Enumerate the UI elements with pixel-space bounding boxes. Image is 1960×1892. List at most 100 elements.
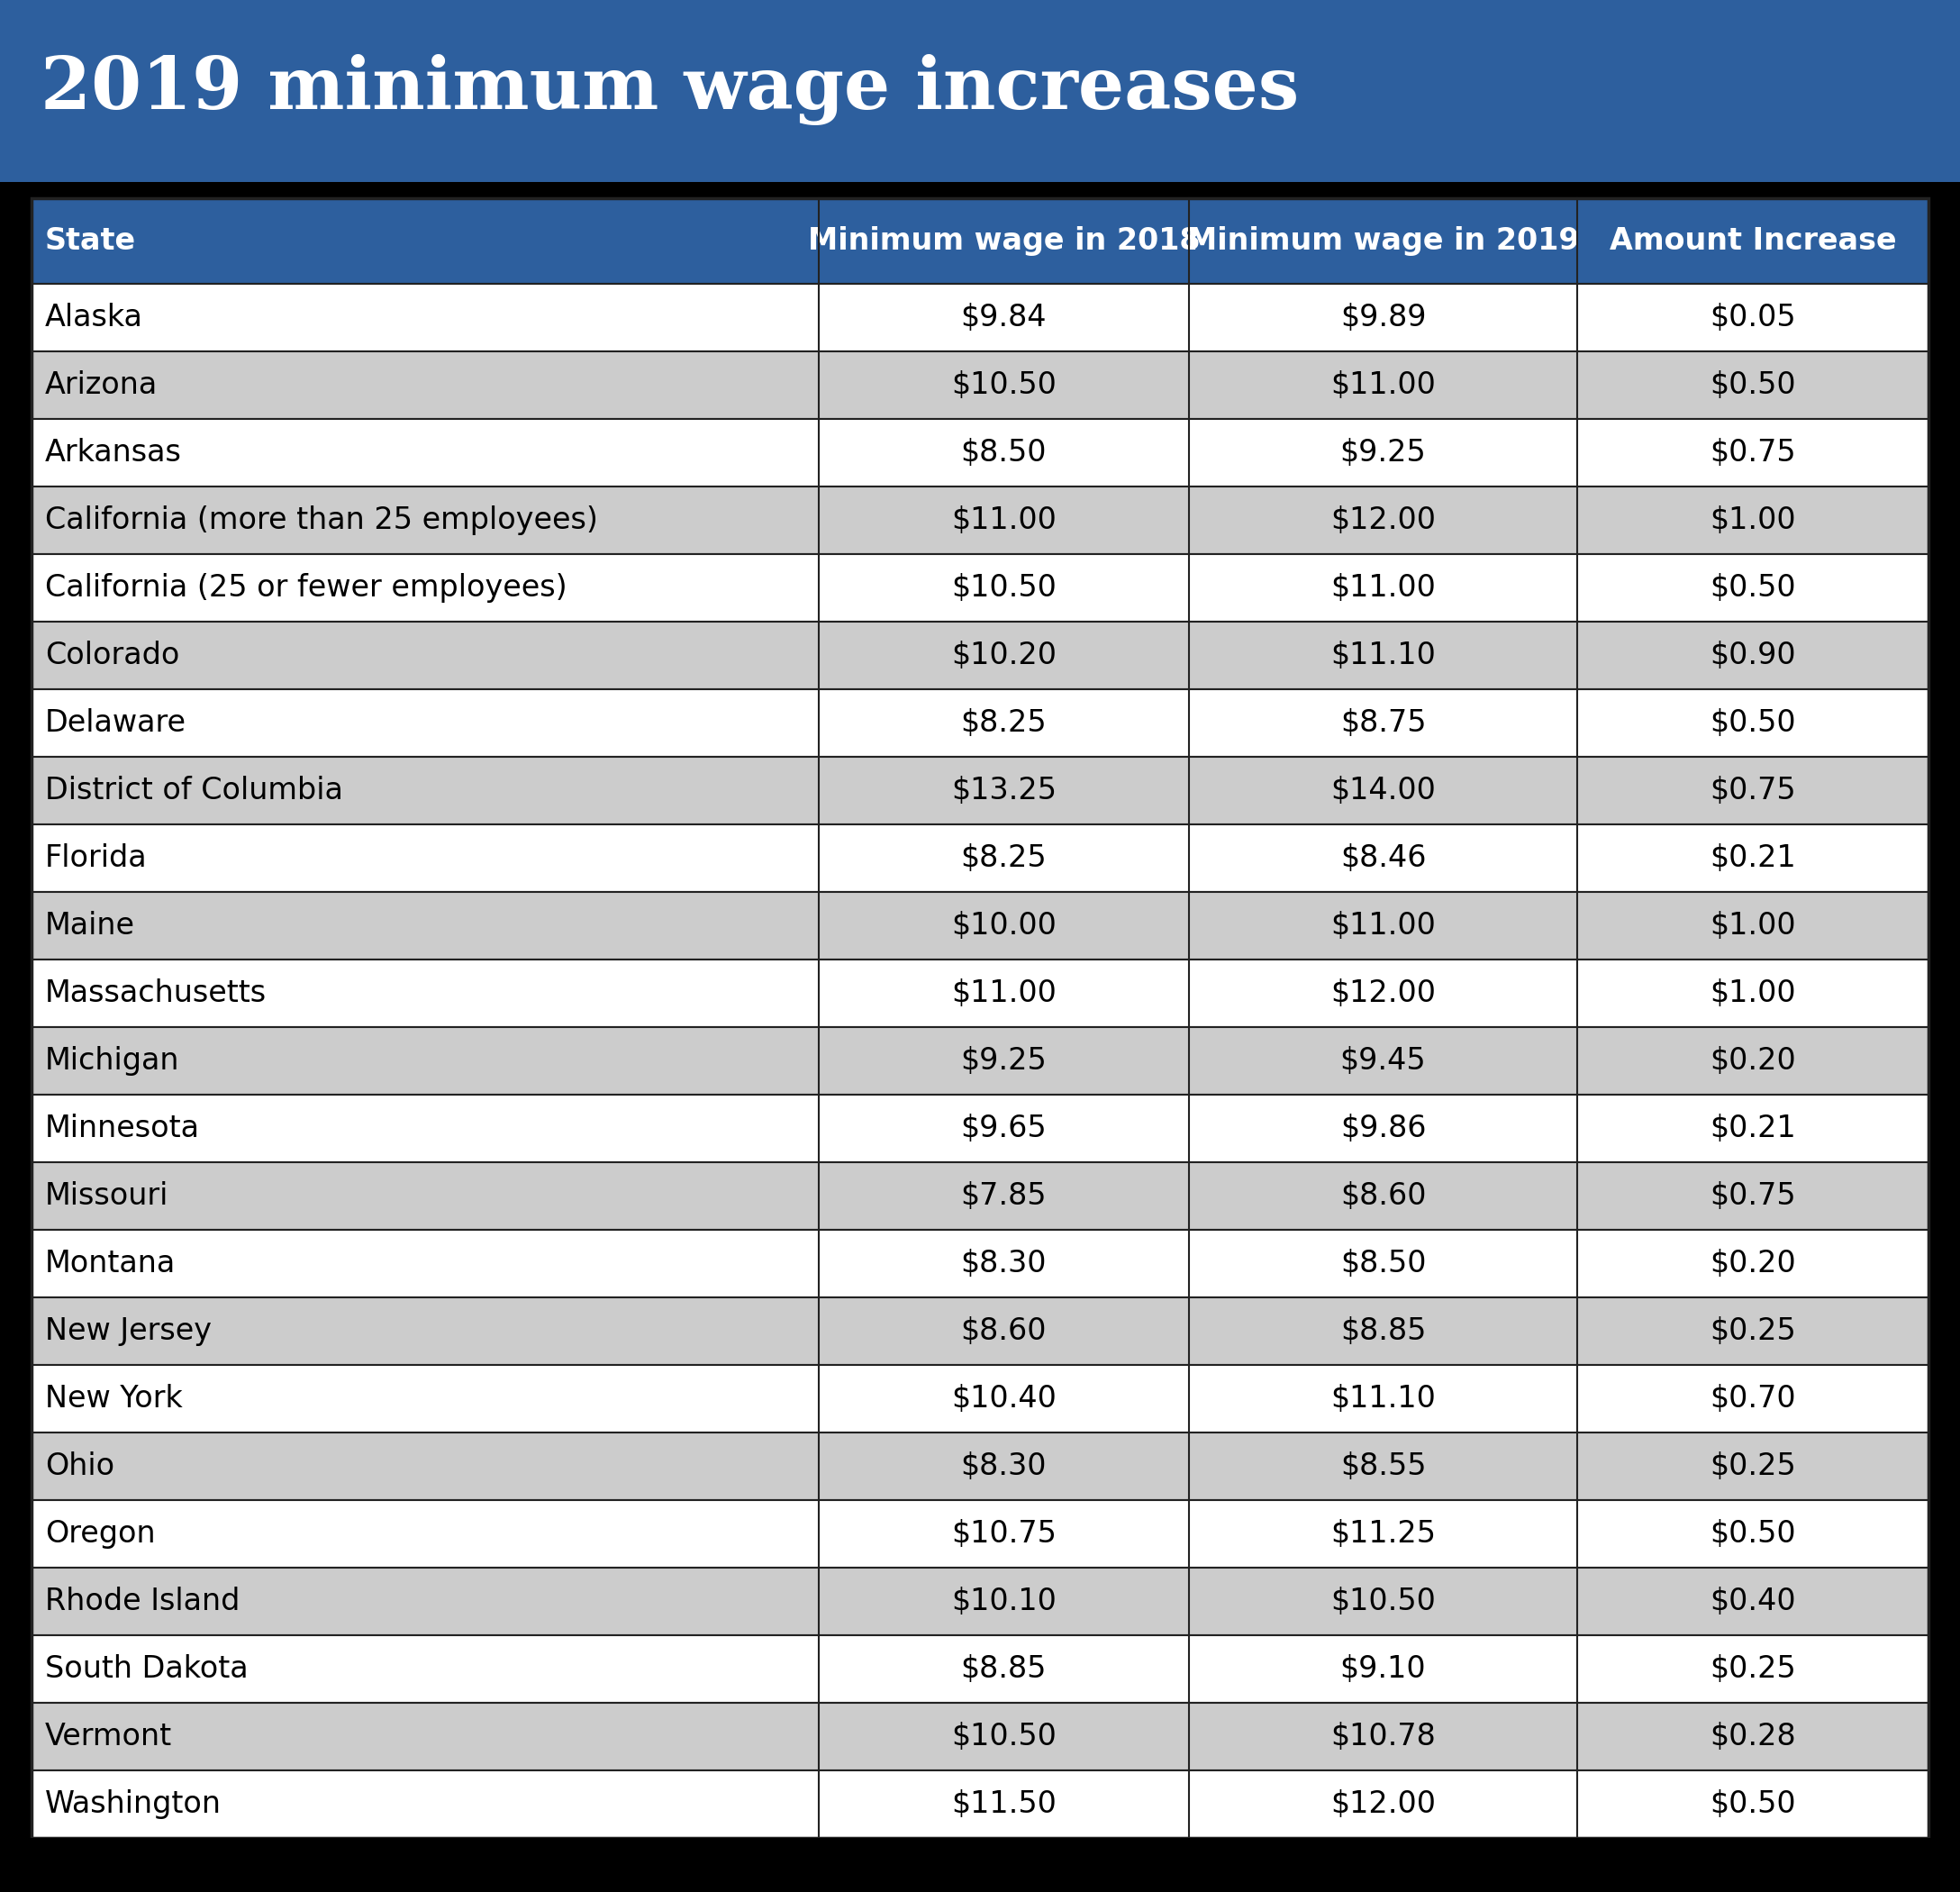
Text: Minnesota: Minnesota	[45, 1114, 200, 1143]
Text: $10.50: $10.50	[951, 573, 1056, 604]
Text: Missouri: Missouri	[45, 1181, 169, 1211]
Text: $9.84: $9.84	[960, 303, 1047, 333]
Bar	[31, 554, 1929, 622]
Text: $0.75: $0.75	[1709, 1181, 1795, 1211]
Text: $8.55: $8.55	[1341, 1451, 1427, 1481]
Text: $0.50: $0.50	[1709, 573, 1795, 604]
Text: $0.25: $0.25	[1709, 1451, 1795, 1481]
Text: California (more than 25 employees): California (more than 25 employees)	[45, 505, 598, 535]
Text: New Jersey: New Jersey	[45, 1317, 212, 1345]
Text: New York: New York	[45, 1383, 182, 1413]
Bar	[31, 1432, 1929, 1500]
Bar	[31, 1230, 1929, 1298]
Bar	[31, 199, 1929, 284]
Text: $0.50: $0.50	[1709, 371, 1795, 399]
Text: $11.00: $11.00	[951, 505, 1056, 535]
Text: Vermont: Vermont	[45, 1722, 172, 1752]
Text: $7.85: $7.85	[960, 1181, 1047, 1211]
Text: $8.85: $8.85	[1341, 1317, 1427, 1345]
Text: District of Columbia: District of Columbia	[45, 776, 343, 806]
Text: Minimum wage in 2019: Minimum wage in 2019	[1188, 227, 1580, 255]
Text: $0.05: $0.05	[1709, 303, 1795, 333]
Bar	[31, 1027, 1929, 1095]
Text: $8.85: $8.85	[960, 1654, 1047, 1684]
Text: California (25 or fewer employees): California (25 or fewer employees)	[45, 573, 566, 604]
Bar	[31, 486, 1929, 554]
Bar	[31, 1364, 1929, 1432]
Text: $11.00: $11.00	[1331, 910, 1437, 940]
Text: $10.75: $10.75	[951, 1519, 1056, 1550]
Bar	[31, 622, 1929, 689]
Bar	[31, 1162, 1929, 1230]
Bar	[31, 1703, 1929, 1771]
Text: $0.50: $0.50	[1709, 708, 1795, 738]
Bar	[31, 1635, 1929, 1703]
Text: $8.25: $8.25	[960, 844, 1047, 872]
Text: $1.00: $1.00	[1709, 978, 1795, 1008]
Bar	[31, 284, 1929, 352]
Text: $10.40: $10.40	[951, 1383, 1056, 1413]
Bar	[31, 199, 1929, 1837]
Text: $11.25: $11.25	[1331, 1519, 1437, 1550]
Text: Maine: Maine	[45, 910, 135, 940]
Text: Rhode Island: Rhode Island	[45, 1587, 239, 1616]
Bar	[0, 1837, 1960, 1892]
Text: $0.75: $0.75	[1709, 437, 1795, 467]
Text: $10.50: $10.50	[1331, 1587, 1437, 1616]
Bar	[31, 1500, 1929, 1568]
Text: Delaware: Delaware	[45, 708, 186, 738]
Bar	[31, 352, 1929, 418]
Text: $0.75: $0.75	[1709, 776, 1795, 806]
Bar	[0, 0, 1960, 182]
Text: $11.00: $11.00	[951, 978, 1056, 1008]
Text: Arkansas: Arkansas	[45, 437, 182, 467]
Text: $12.00: $12.00	[1331, 505, 1437, 535]
Text: $9.25: $9.25	[960, 1046, 1047, 1077]
Text: $12.00: $12.00	[1331, 978, 1437, 1008]
Text: $0.21: $0.21	[1709, 844, 1795, 872]
Text: $8.46: $8.46	[1341, 844, 1427, 872]
Bar	[31, 825, 1929, 891]
Bar	[31, 1568, 1929, 1635]
Text: $8.30: $8.30	[960, 1249, 1047, 1279]
Text: $12.00: $12.00	[1331, 1790, 1437, 1818]
Text: $10.50: $10.50	[951, 1722, 1056, 1752]
Text: Minimum wage in 2018: Minimum wage in 2018	[808, 227, 1200, 255]
Text: Ohio: Ohio	[45, 1451, 114, 1481]
Text: $8.60: $8.60	[960, 1317, 1047, 1345]
Text: Arizona: Arizona	[45, 371, 159, 399]
Bar	[31, 1771, 1929, 1837]
Text: $8.75: $8.75	[1341, 708, 1427, 738]
Text: State: State	[45, 227, 135, 255]
Text: Washington: Washington	[45, 1790, 221, 1818]
Text: $1.00: $1.00	[1709, 910, 1795, 940]
Text: Alaska: Alaska	[45, 303, 143, 333]
Text: $8.50: $8.50	[960, 437, 1047, 467]
Text: $8.30: $8.30	[960, 1451, 1047, 1481]
Text: $8.60: $8.60	[1341, 1181, 1427, 1211]
Text: $9.65: $9.65	[960, 1114, 1047, 1143]
Text: $0.25: $0.25	[1709, 1654, 1795, 1684]
Bar	[31, 1095, 1929, 1162]
Text: $11.50: $11.50	[951, 1790, 1056, 1818]
Text: $10.10: $10.10	[951, 1587, 1056, 1616]
Text: $0.40: $0.40	[1709, 1587, 1795, 1616]
Text: $11.00: $11.00	[1331, 371, 1437, 399]
Text: 2019 minimum wage increases: 2019 minimum wage increases	[41, 55, 1299, 125]
Text: $9.25: $9.25	[1341, 437, 1427, 467]
Text: $13.25: $13.25	[951, 776, 1056, 806]
Text: $0.21: $0.21	[1709, 1114, 1795, 1143]
Text: $0.28: $0.28	[1709, 1722, 1795, 1752]
Text: $9.10: $9.10	[1341, 1654, 1427, 1684]
Text: $11.10: $11.10	[1331, 641, 1437, 670]
Text: Colorado: Colorado	[45, 641, 180, 670]
Text: $0.90: $0.90	[1709, 641, 1795, 670]
Text: Amount Increase: Amount Increase	[1609, 227, 1897, 255]
Text: $11.10: $11.10	[1331, 1383, 1437, 1413]
Text: $9.86: $9.86	[1341, 1114, 1427, 1143]
Text: $14.00: $14.00	[1331, 776, 1437, 806]
Bar	[31, 959, 1929, 1027]
Text: $9.89: $9.89	[1341, 303, 1427, 333]
Text: $1.00: $1.00	[1709, 505, 1795, 535]
Text: $0.70: $0.70	[1709, 1383, 1795, 1413]
